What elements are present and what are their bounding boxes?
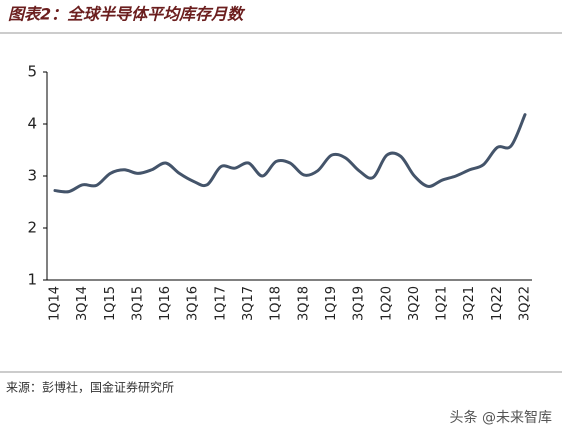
x-tick-label: 3Q21 [462,286,477,321]
x-tick-label: 1Q17 [213,286,228,321]
y-tick-label: 4 [27,115,37,133]
y-tick-label: 5 [27,63,37,81]
x-tick-label: 3Q14 [75,286,90,321]
line-series [53,113,527,194]
x-tick-label: 3Q19 [352,286,367,321]
x-tick-label: 1Q19 [324,286,339,321]
x-tick-label: 1Q20 [379,286,394,321]
x-tick-label: 3Q16 [186,286,201,321]
x-tick-label: 1Q14 [48,286,63,321]
x-tick-label: 3Q20 [407,286,422,321]
y-tick-label: 1 [27,271,37,289]
x-tick-label: 1Q22 [490,286,505,321]
x-tick-label: 1Q21 [435,286,450,321]
watermark: 头条 @未来智库 [450,409,552,426]
x-tick-label: 3Q15 [130,286,145,321]
x-tick-label: 3Q22 [518,286,533,321]
x-tick-label: 3Q17 [241,286,256,321]
x-tick-label: 1Q15 [103,286,118,321]
y-tick-label: 3 [27,167,37,185]
x-tick-label: 1Q18 [269,286,284,321]
x-tick-label: 1Q16 [158,286,173,321]
chart-title: 图表2：全球半导体平均库存月数 [8,5,246,24]
source: 来源：彭博社，国金证券研究所 [6,380,174,395]
y-tick-label: 2 [27,219,37,237]
x-tick-label: 3Q18 [296,286,311,321]
